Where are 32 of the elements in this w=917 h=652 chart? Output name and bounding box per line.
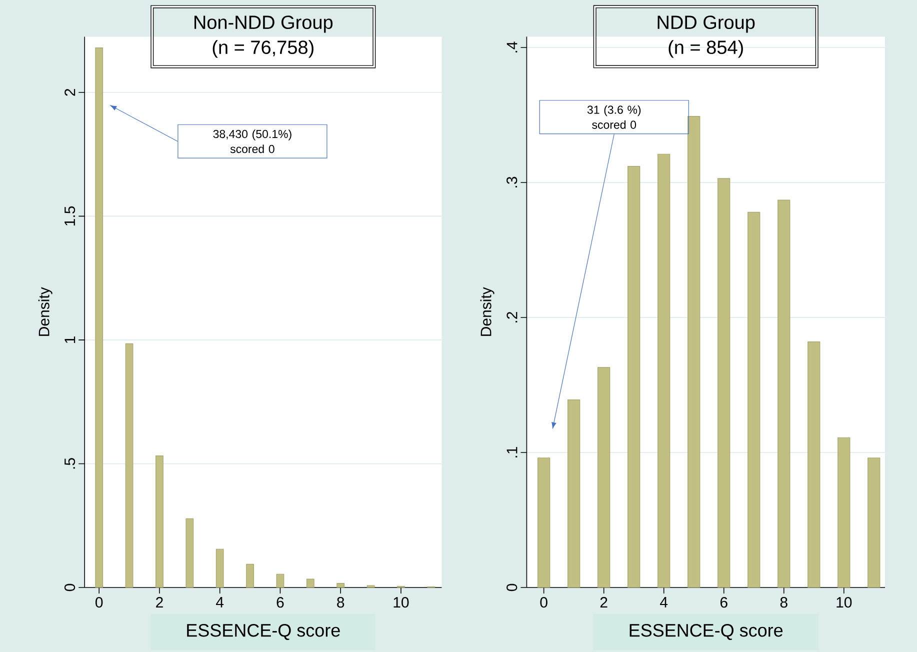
x-tick-label: 0	[540, 597, 548, 608]
x-tick-label: 4	[216, 597, 224, 608]
x-tick-label: 0	[96, 597, 103, 608]
annotation: 38,430 (50.1%) scored 0	[213, 130, 292, 154]
y-tick-label: 1	[64, 336, 76, 343]
y-tick-label: .2	[506, 312, 518, 322]
x-axis-title: ESSENCE-Q score	[187, 624, 340, 640]
y-axis-title: Density	[480, 287, 494, 336]
y-tick-label: .3	[506, 176, 518, 188]
x-tick-label: 4	[660, 597, 668, 608]
x-tick-label: 10	[394, 597, 409, 608]
x-tick-label: 8	[337, 597, 344, 608]
y-tick-label: 2	[64, 88, 76, 96]
y-tick-label: .4	[506, 42, 518, 52]
x-tick-label: 2	[600, 597, 608, 608]
y-tick-label: 0	[64, 584, 76, 592]
x-tick-label: 8	[780, 597, 788, 608]
chart-subtitle: (n = 76,758)	[212, 40, 314, 58]
y-tick-label: .5	[64, 458, 76, 469]
chart-title: Non-NDD Group	[194, 16, 333, 33]
y-tick-label: .1	[506, 446, 518, 458]
chart-title: NDD Group	[658, 16, 755, 33]
chart-subtitle: (n = 854)	[668, 40, 743, 58]
x-axis-title: ESSENCE-Q score	[630, 624, 783, 640]
y-tick-label: 0	[506, 584, 518, 592]
x-tick-label: 10	[836, 597, 852, 608]
x-tick-label: 6	[720, 597, 728, 608]
x-tick-label: 6	[276, 597, 284, 608]
annotation: 31 (3.6 %) scored 0	[587, 105, 641, 129]
y-axis-title: Density	[38, 287, 52, 336]
x-tick-label: 2	[156, 597, 163, 608]
y-tick-label: 1.5	[64, 206, 76, 226]
